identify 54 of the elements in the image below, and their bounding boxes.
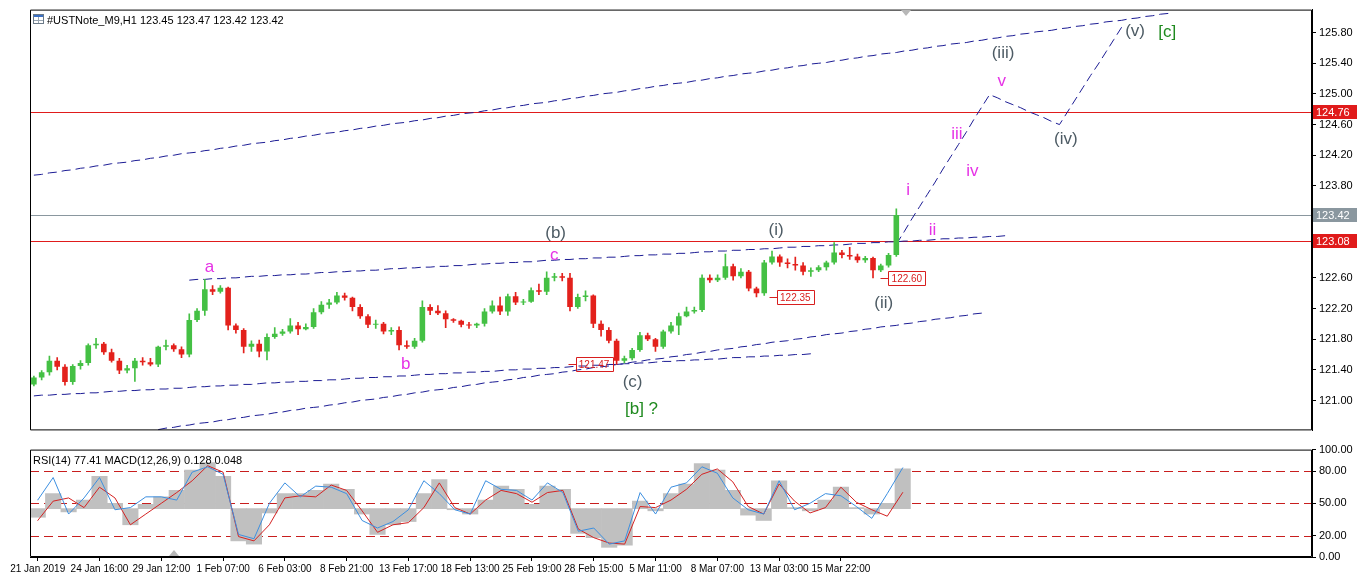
annotation: [b] ? (624, 399, 659, 419)
y-tick-label: 121.00 (1319, 393, 1353, 406)
y-tick-label: 124.60 (1319, 117, 1353, 130)
annotation: (i) (768, 220, 784, 240)
annotation: (iv) (1054, 129, 1078, 149)
y-tick-label: 125.00 (1319, 86, 1353, 99)
annotation: (ii) (874, 292, 894, 312)
y-tick-label: 122.20 (1319, 301, 1353, 314)
x-tick-label: 8 Mar 07:00 (690, 562, 745, 574)
x-tick-label: 13 Feb 17:00 (378, 562, 439, 574)
annotation: iv (966, 160, 979, 180)
y-tick-label: 122.60 (1319, 270, 1353, 283)
x-tick-label: 8 Feb 21:00 (319, 562, 374, 574)
y-tick-label: 124.20 (1319, 148, 1353, 161)
x-tick-label: 18 Feb 13:00 (440, 562, 501, 574)
annotation: (iii) (991, 43, 1015, 63)
x-tick-label: 24 Jan 16:00 (70, 562, 129, 574)
y-tick-label: 100.00 (1319, 442, 1353, 455)
ref-line-label: 123.08 (1316, 235, 1350, 248)
x-tick-label: 25 Feb 19:00 (502, 562, 562, 574)
x-tick-label: 15 Mar 22:00 (811, 562, 871, 574)
y-tick-label: 80.00 (1319, 464, 1347, 477)
chart-title: RSI(14) 77.41 MACD(12,26,9) 0.128 0.048 (33, 453, 243, 467)
ref-line-label: 124.76 (1316, 106, 1350, 119)
chart-title: #USTNote_M9,H1 123.45 123.47 123.42 123.42 (47, 13, 284, 27)
annotation: c (550, 244, 560, 264)
x-tick-label: 1 Feb 07:00 (196, 562, 251, 574)
x-tick-label: 29 Jan 12:00 (132, 562, 191, 574)
annotation: 122.35 (780, 291, 812, 303)
annotation: ii (928, 219, 937, 239)
annotation: b (400, 353, 411, 373)
y-tick-label: 50.00 (1319, 496, 1347, 509)
annotation: [c] (1158, 22, 1177, 42)
annotation: iii (951, 124, 963, 143)
y-tick-label: 123.80 (1319, 178, 1353, 191)
y-tick-label: 20.00 (1319, 528, 1347, 541)
x-tick-label: 21 Jan 2019 (10, 562, 66, 574)
x-tick-label: 13 Mar 03:00 (749, 562, 810, 574)
annotation: (b) (545, 223, 567, 243)
annotation: (c) (622, 371, 643, 391)
annotation: 122.60 (891, 272, 923, 284)
x-tick-label: 5 Mar 11:00 (629, 562, 683, 574)
y-tick-label: 121.80 (1319, 332, 1353, 345)
annotation: i (906, 179, 911, 199)
annotation: (v) (1125, 21, 1145, 41)
y-tick-label: 121.40 (1319, 362, 1353, 375)
x-tick-label: 6 Feb 03:00 (258, 562, 312, 574)
x-tick-label: 28 Feb 15:00 (564, 562, 624, 574)
y-tick-label: 0.00 (1319, 550, 1341, 563)
y-tick-label: 125.80 (1319, 25, 1353, 38)
annotation: a (204, 256, 215, 276)
ref-line-label: 123.42 (1316, 209, 1350, 222)
y-tick-label: 125.40 (1319, 56, 1353, 69)
annotation: v (997, 70, 1007, 90)
